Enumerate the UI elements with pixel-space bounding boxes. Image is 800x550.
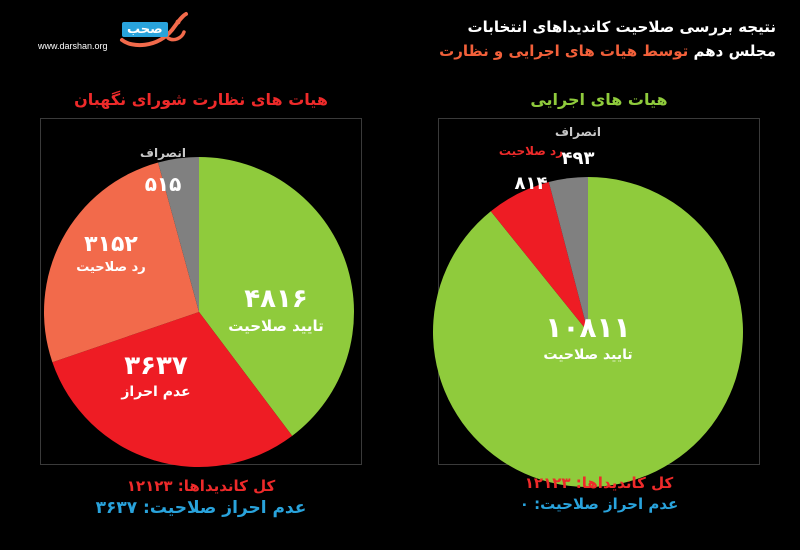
right-pie-value-2: ۴۹۳ (562, 148, 595, 169)
right-disqualified: عدم احراز صلاحیت: ۰ (519, 495, 679, 513)
header-line-2-white: مجلس دهم (693, 42, 776, 60)
right-pie-label-text-2: انصراف (555, 125, 601, 139)
left-pie-label-text-2: رد صلاحیت (76, 260, 146, 275)
right-total-candidates: کل کاندیداها: ۱۲۱۲۳ (524, 474, 674, 492)
left-pie-slice-2 (44, 162, 199, 363)
header-line-2: مجلس دهم توسط هیات های اجرایی و نظارت (439, 42, 776, 60)
right-chart-title: هیات های اجرایی (530, 90, 668, 109)
left-pie-label-text-0: تایید صلاحیت (228, 317, 324, 335)
left-pie-label-0: ۴۸۱۶ تایید صلاحیت (228, 284, 324, 335)
left-pie-label-1: ۳۶۳۷ عدم احراز (120, 351, 190, 400)
left-pie-label-text-1: عدم احراز (120, 384, 190, 400)
left-pie-value-3: ۵۱۵ (145, 172, 182, 196)
left-pie-value-2: ۳۱۵۲ (84, 232, 138, 257)
right-pie-slice-0 (432, 177, 743, 487)
left-total-candidates: کل کاندیداها: ۱۲۱۲۳ (126, 477, 276, 495)
left-pie-slice-0 (199, 157, 354, 436)
right-pie-label-1: ۸۱۴ رد صلاحیت (499, 144, 563, 194)
left-pie-slice-3 (158, 157, 199, 312)
left-chart-frame: ۴۸۱۶ تایید صلاحیت ۳۶۳۷ عدم احراز ۳۱۵۲ رد صلاح… (40, 118, 362, 467)
right-pie-value-1: ۸۱۴ (515, 173, 548, 194)
header-line-2-orange: توسط هیات های اجرایی و نظارت (439, 42, 689, 60)
left-pie-value-1: ۳۶۳۷ (124, 351, 188, 381)
header-line-1: نتیجه بررسی صلاحیت کاندیداهای انتخابات (467, 18, 776, 36)
site-url[interactable]: www.darshan.org (38, 41, 108, 51)
left-pie-value-0: ۴۸۱۶ (244, 284, 307, 314)
left-pie-chart: ۴۸۱۶ تایید صلاحیت ۳۶۳۷ عدم احراز ۳۱۵۲ رد صلاح… (44, 146, 354, 467)
left-disqualified: عدم احراز صلاحیت: ۳۶۳۷ (95, 498, 307, 518)
left-pie-label-text-3: انصراف (140, 146, 186, 160)
left-pie-label-2: ۳۱۵۲ رد صلاحیت (76, 232, 146, 275)
right-pie-value-0: ۱۰۸۱۱ (545, 311, 630, 344)
left-chart-title: هیات های نظارت شورای نگهبان (74, 90, 328, 109)
left-pie-slice-1 (52, 312, 293, 467)
right-pie-label-0: ۱۰۸۱۱ تایید صلاحیت (543, 311, 632, 363)
right-pie-slice-2 (548, 177, 588, 332)
darshan-logo-icon (120, 12, 188, 48)
left-pie-label-3: ۵۱۵ انصراف (140, 146, 186, 196)
right-pie-label-text-1: رد صلاحیت (499, 144, 563, 158)
logo-word: صحب (122, 22, 168, 37)
right-chart-frame: ۱۰۸۱۱ تایید صلاحیت ۸۱۴ رد صلاحیت ۴۹۳ انصراف (432, 118, 760, 487)
right-pie-slice-1 (490, 182, 588, 332)
right-pie-label-2: ۴۹۳ انصراف (555, 125, 601, 169)
right-pie-label-text-0: تایید صلاحیت (543, 347, 632, 363)
